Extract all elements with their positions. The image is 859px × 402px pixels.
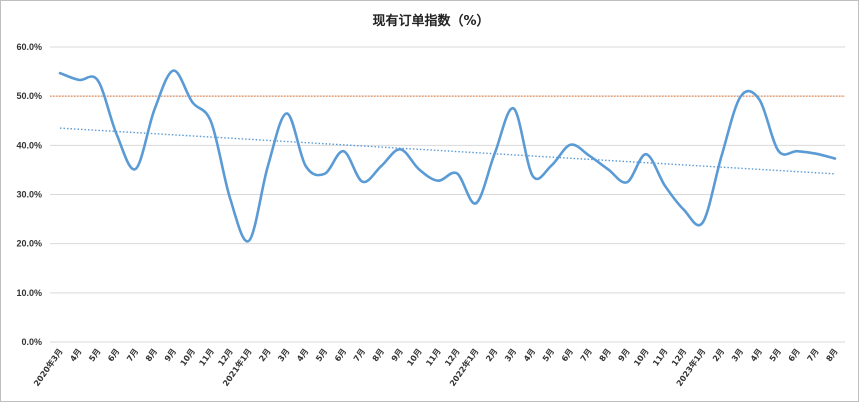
y-axis-ticks: 0.0% 10.0% 20.0% 30.0% 40.0% 50.0% 60.0%: [16, 42, 42, 347]
data-point: [59, 72, 62, 75]
series-line: [58, 69, 837, 243]
x-tick-label: 6月: [560, 347, 575, 363]
y-tick-label: 30.0%: [16, 190, 42, 200]
data-point: [304, 165, 307, 168]
x-tick-label: 11月: [651, 347, 669, 368]
data-point: [97, 79, 100, 82]
data-point: [550, 164, 553, 167]
data-point: [437, 179, 440, 182]
data-point: [475, 202, 478, 205]
x-tick-label: 3月: [503, 347, 518, 363]
x-tick-label: 12月: [670, 347, 688, 368]
y-tick-label: 0.0%: [21, 337, 42, 347]
x-tick-label: 12月: [216, 347, 234, 368]
x-tick-label: 5月: [768, 347, 783, 363]
x-tick-label: 9月: [617, 347, 632, 363]
data-point: [399, 148, 402, 151]
data-point: [115, 133, 118, 136]
x-tick-label: 6月: [787, 347, 802, 363]
x-tick-label: 8月: [144, 347, 159, 363]
x-tick-label: 7月: [806, 347, 821, 363]
data-point: [229, 197, 232, 200]
data-point: [210, 121, 213, 124]
data-point: [134, 168, 137, 171]
x-tick-label: 5月: [87, 347, 102, 363]
data-point: [569, 144, 572, 147]
data-point: [418, 168, 421, 171]
x-tick-label: 8月: [824, 347, 839, 363]
data-point: [153, 108, 156, 111]
data-point: [664, 184, 667, 187]
data-point: [815, 152, 818, 155]
x-tick-label: 7月: [125, 347, 140, 363]
data-point: [493, 152, 496, 155]
data-point: [512, 107, 515, 110]
series-layer: [58, 69, 837, 243]
data-point: [191, 101, 194, 104]
x-tick-label: 5月: [314, 347, 329, 363]
x-tick-label: 10月: [632, 347, 650, 368]
data-point: [720, 154, 723, 157]
data-point: [739, 95, 742, 98]
x-tick-label: 4月: [68, 347, 83, 363]
data-point: [588, 154, 591, 157]
x-tick-label: 6月: [106, 347, 121, 363]
x-tick-label: 7月: [352, 347, 367, 363]
data-point: [701, 221, 704, 224]
x-tick-label: 2月: [484, 347, 499, 363]
x-tick-label: 9月: [163, 347, 178, 363]
data-point: [796, 150, 799, 153]
y-tick-label: 50.0%: [16, 91, 42, 101]
x-tick-label: 2020年3月: [31, 346, 64, 388]
data-point: [777, 149, 780, 152]
x-tick-label: 3月: [276, 347, 291, 363]
x-tick-label: 8月: [598, 347, 613, 363]
data-point: [456, 172, 459, 175]
x-tick-label: 8月: [371, 347, 386, 363]
data-point: [682, 208, 685, 211]
x-tick-label: 11月: [198, 347, 216, 368]
data-point: [645, 153, 648, 156]
x-tick-label: 3月: [730, 347, 745, 363]
data-point: [78, 79, 81, 82]
y-tick-label: 20.0%: [16, 239, 42, 249]
data-point: [323, 173, 326, 176]
x-tick-label: 12月: [443, 347, 461, 368]
gridlines: [50, 46, 845, 343]
x-tick-label: 4月: [295, 347, 310, 363]
data-point: [380, 165, 383, 168]
data-point: [361, 180, 364, 183]
x-tick-label: 10月: [179, 347, 197, 368]
data-point: [172, 69, 175, 72]
data-point: [531, 175, 534, 178]
x-tick-label: 5月: [541, 347, 556, 363]
data-point: [267, 165, 270, 168]
x-tick-label: 6月: [333, 347, 348, 363]
x-tick-label: 2月: [257, 347, 272, 363]
x-tick-label: 4月: [749, 347, 764, 363]
x-tick-label: 9月: [390, 347, 405, 363]
chart-title: 现有订单指数（%）: [372, 13, 489, 29]
data-point: [248, 239, 251, 242]
data-point: [342, 150, 345, 153]
x-tick-label: 2月: [711, 347, 726, 363]
y-tick-label: 40.0%: [16, 140, 42, 150]
x-tick-label: 11月: [424, 347, 442, 368]
data-point: [758, 98, 761, 101]
x-tick-label: 10月: [405, 347, 423, 368]
x-tick-label: 7月: [579, 347, 594, 363]
data-point: [626, 181, 629, 184]
data-point: [607, 168, 610, 171]
data-point: [834, 157, 837, 160]
data-point: [286, 112, 289, 115]
y-tick-label: 10.0%: [16, 288, 42, 298]
y-tick-label: 60.0%: [16, 42, 42, 52]
x-tick-label: 4月: [522, 347, 537, 363]
